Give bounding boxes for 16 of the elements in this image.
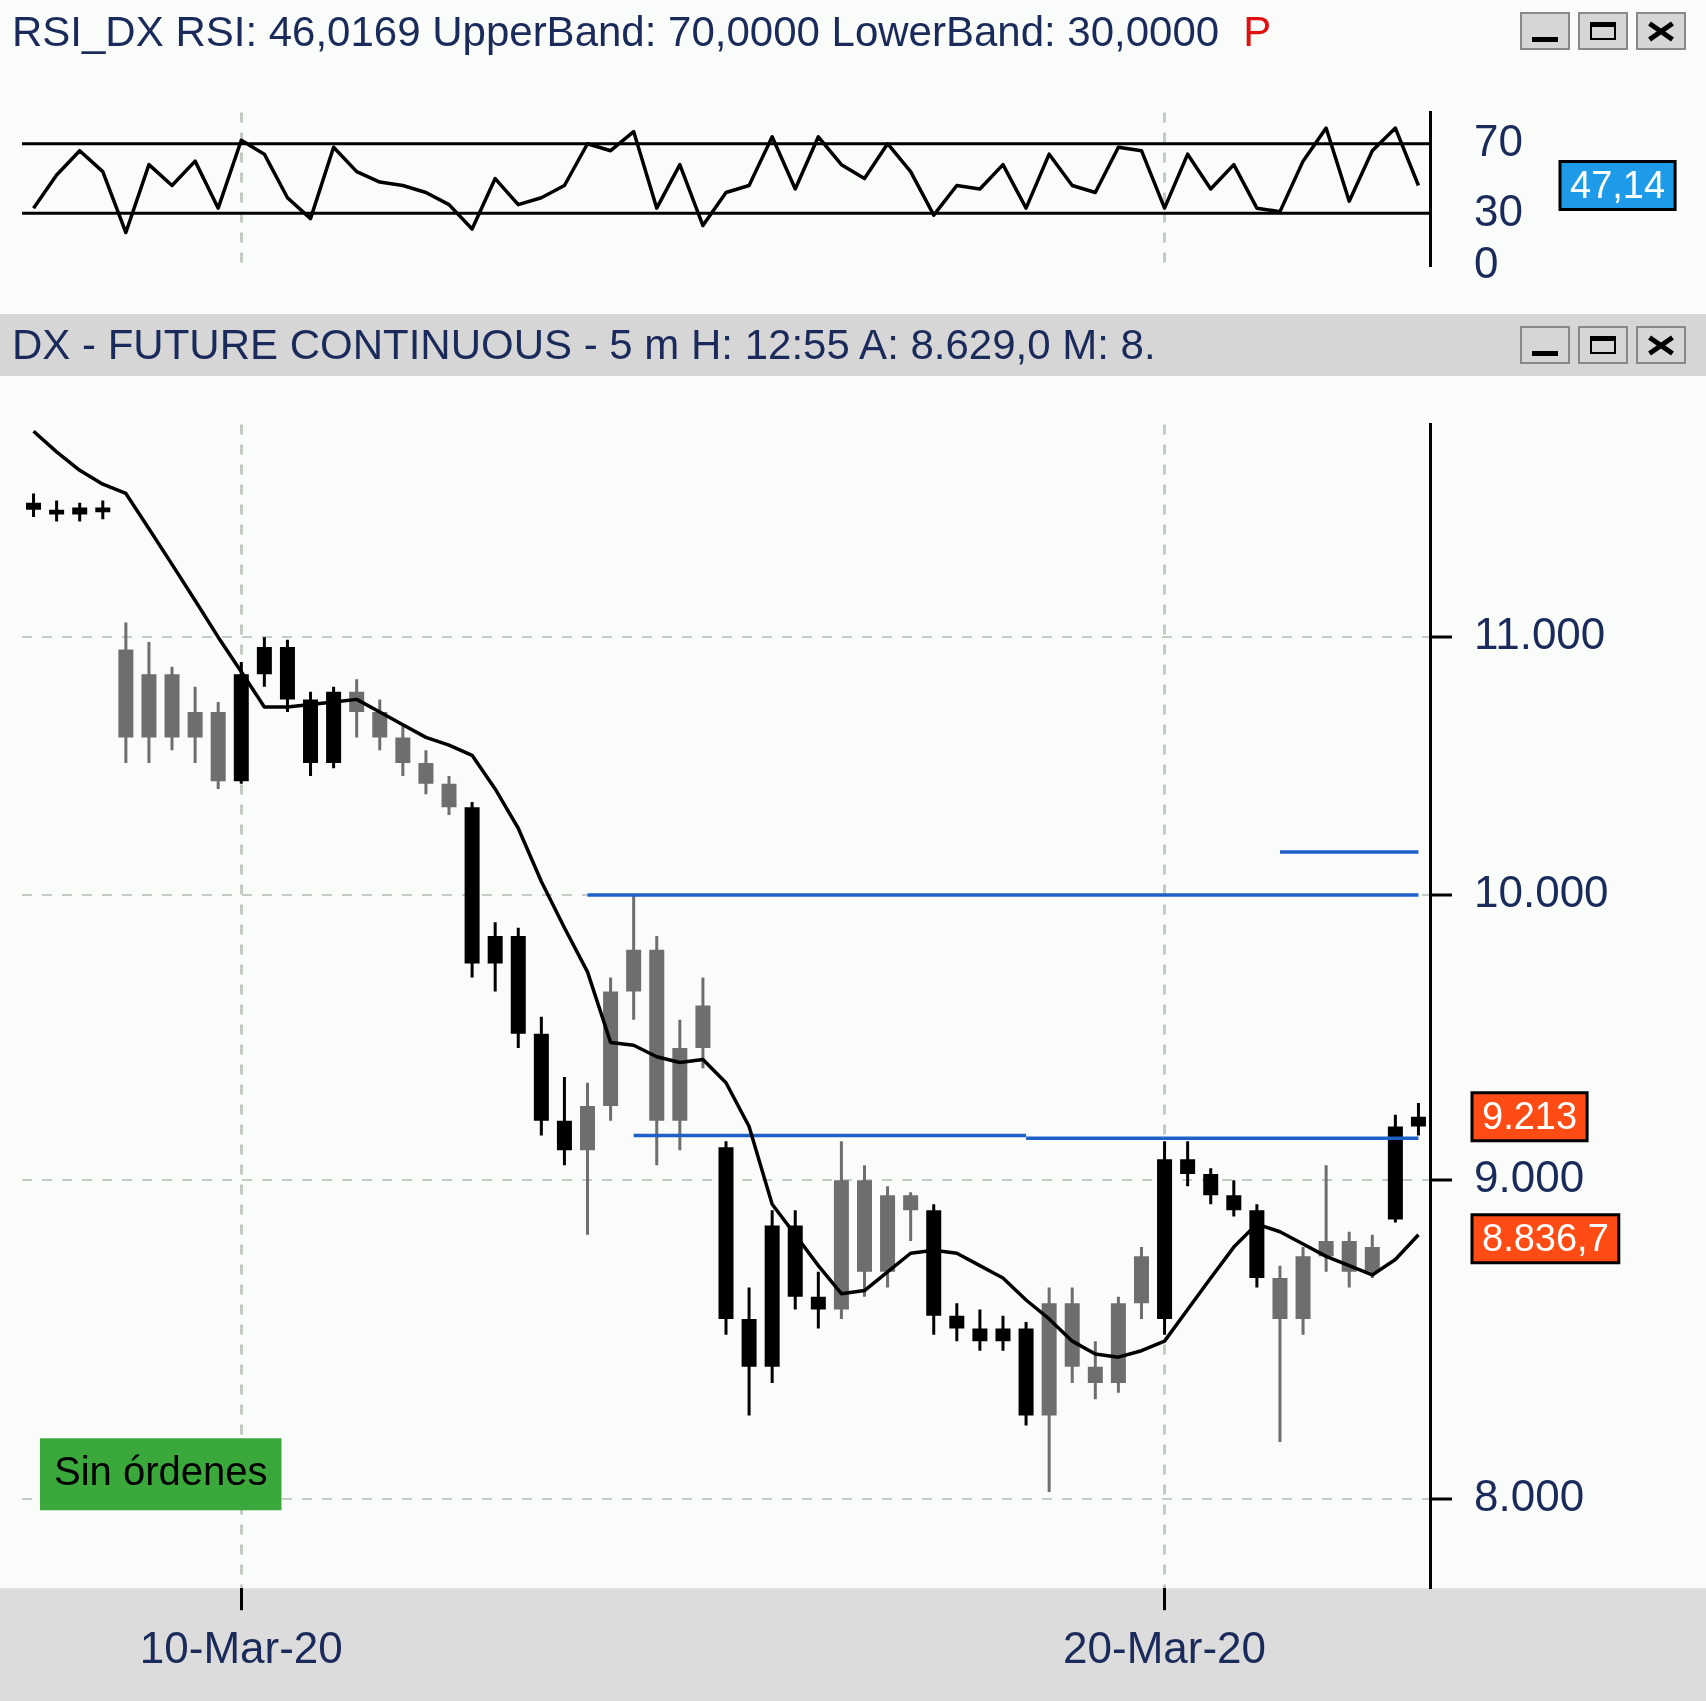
y-tick-label: 30 [1474, 185, 1523, 235]
annotation: Sin órdenes [54, 1449, 268, 1494]
chart-title: RSI_DX RSI: 46,0169 UpperBand: 70,0000 LowerBand: 30,0000 [12, 8, 1220, 56]
x-tick-label: 20-Mar-20 [1063, 1622, 1267, 1672]
chart-subtitle: P [1243, 8, 1272, 56]
text: 47,14 [1570, 164, 1666, 206]
y-tick-label: 8.000 [1474, 1470, 1585, 1520]
x-tick-label: 10-Mar-20 [139, 1622, 343, 1672]
text: 9.213 [1482, 1095, 1578, 1138]
text: 8.836,7 [1482, 1217, 1609, 1260]
y-tick-label: 70 [1474, 115, 1523, 165]
y-tick-label: 9.000 [1474, 1152, 1585, 1202]
chart-title: DX - FUTURE CONTINUOUS - 5 m H: 12:55 A: 8.629,0 M: 8. [12, 321, 1156, 369]
y-tick-label: 0 [1474, 237, 1499, 287]
y-tick-label: 10.000 [1474, 867, 1609, 917]
y-tick-label: 11.000 [1474, 609, 1606, 659]
